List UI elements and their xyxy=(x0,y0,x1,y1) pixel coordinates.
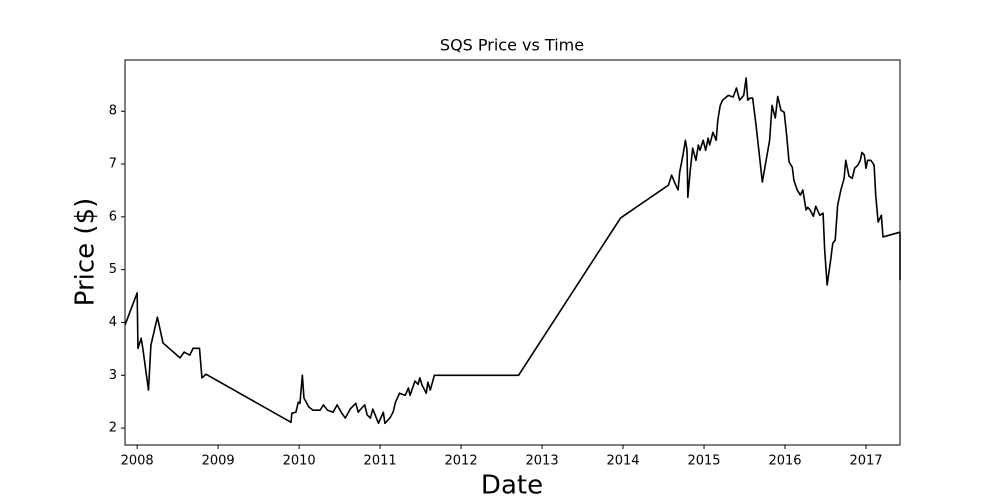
y-tick-label: 6 xyxy=(109,209,117,224)
x-tick-label: 2013 xyxy=(526,454,559,469)
x-tick-label: 2010 xyxy=(283,454,316,469)
y-tick-label: 3 xyxy=(109,368,117,383)
x-tick-label: 2008 xyxy=(121,454,154,469)
y-tick-label: 8 xyxy=(109,104,117,119)
y-tick-label: 4 xyxy=(109,315,117,330)
plot-frame xyxy=(124,59,901,446)
price-line xyxy=(124,77,901,425)
x-tick-label: 2017 xyxy=(849,454,882,469)
x-tick-label: 2015 xyxy=(687,454,720,469)
y-tick-label: 5 xyxy=(109,262,117,277)
y-tick-label: 7 xyxy=(109,157,117,172)
y-axis-label: Price ($) xyxy=(71,198,101,307)
x-axis-label: Date xyxy=(481,471,543,500)
y-tick-label: 2 xyxy=(109,421,117,436)
chart-title: SQS Price vs Time xyxy=(440,36,584,55)
x-tick-label: 2012 xyxy=(445,454,478,469)
x-tick-label: 2014 xyxy=(606,454,639,469)
x-tick-label: 2016 xyxy=(768,454,801,469)
x-tick-label: 2011 xyxy=(364,454,397,469)
x-tick-label: 2009 xyxy=(202,454,235,469)
